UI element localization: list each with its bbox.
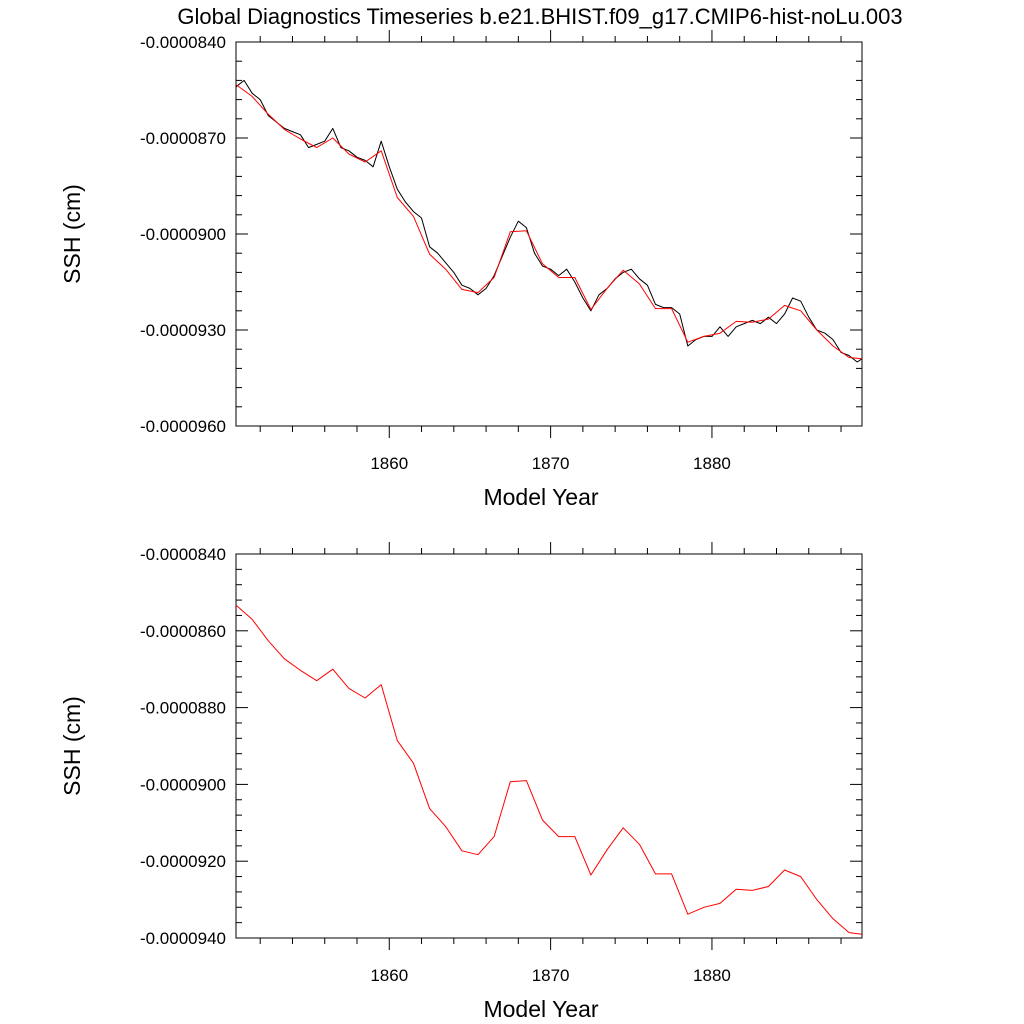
figure-title: Global Diagnostics Timeseries b.e21.BHIS…: [177, 4, 902, 29]
y-tick-label: -0.0000900: [140, 225, 226, 244]
x-tick-label: 1880: [693, 454, 731, 473]
bottom-panel: -0.0000940 -0.0000920 -0.0000900 -0.0000880…: [59, 542, 863, 1022]
y-axis-label: SSH (cm): [59, 184, 85, 284]
monthly-series-line: [235, 79, 863, 363]
y-axis-label: SSH (cm): [59, 696, 85, 796]
y-tick-labels: -0.0000960 -0.0000930 -0.0000900 -0.0000870…: [140, 33, 226, 436]
axis-ticks: [236, 30, 862, 438]
y-tick-label: -0.0000940: [140, 929, 226, 948]
y-tick-label: -0.0000960: [140, 417, 226, 436]
top-panel: -0.0000960 -0.0000930 -0.0000900 -0.0000870…: [59, 30, 863, 510]
y-tick-label: -0.0000920: [140, 852, 226, 871]
x-tick-label: 1870: [532, 966, 570, 985]
x-axis-label: Model Year: [483, 484, 598, 510]
x-tick-label: 1880: [693, 966, 731, 985]
data-series: [235, 604, 863, 935]
plot-frame: [235, 553, 863, 939]
y-tick-label: -0.0000860: [140, 622, 226, 641]
y-tick-label: -0.0000870: [140, 129, 226, 148]
x-axis-label: Model Year: [483, 996, 598, 1022]
x-tick-labels: 1860 1870 1880: [370, 966, 731, 985]
annual-series-line: [235, 84, 863, 360]
y-tick-label: -0.0000880: [140, 699, 226, 718]
annual-series-line: [235, 604, 863, 935]
x-tick-labels: 1860 1870 1880: [370, 454, 731, 473]
x-tick-label: 1860: [370, 966, 408, 985]
y-tick-label: -0.0000900: [140, 775, 226, 794]
data-series: [235, 79, 863, 363]
x-tick-label: 1870: [532, 454, 570, 473]
y-tick-label: -0.0000840: [140, 545, 226, 564]
y-tick-labels: -0.0000940 -0.0000920 -0.0000900 -0.0000880…: [140, 545, 226, 948]
x-tick-label: 1860: [370, 454, 408, 473]
y-tick-label: -0.0000840: [140, 33, 226, 52]
y-tick-label: -0.0000930: [140, 321, 226, 340]
axis-ticks: [236, 542, 862, 950]
